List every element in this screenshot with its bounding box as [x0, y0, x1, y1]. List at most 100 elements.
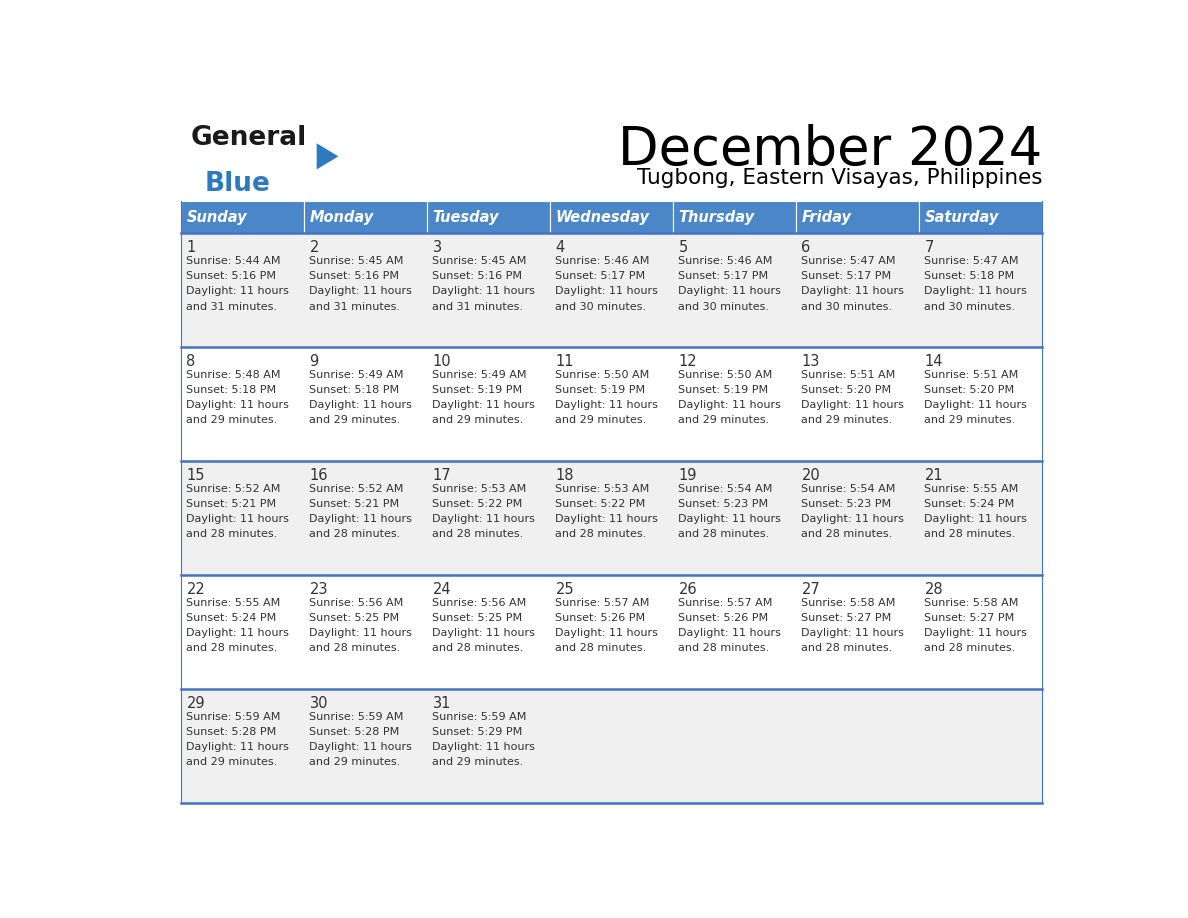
Text: Daylight: 11 hours: Daylight: 11 hours [924, 514, 1028, 524]
Text: Daylight: 11 hours: Daylight: 11 hours [187, 628, 290, 638]
Text: Sunset: 5:20 PM: Sunset: 5:20 PM [924, 386, 1015, 396]
Text: Sunrise: 5:55 AM: Sunrise: 5:55 AM [187, 599, 280, 609]
Text: 25: 25 [556, 582, 574, 598]
Text: Daylight: 11 hours: Daylight: 11 hours [432, 743, 536, 753]
Text: Daylight: 11 hours: Daylight: 11 hours [802, 514, 904, 524]
Text: 26: 26 [678, 582, 697, 598]
Text: 8: 8 [187, 354, 196, 369]
Text: Daylight: 11 hours: Daylight: 11 hours [802, 628, 904, 638]
FancyBboxPatch shape [304, 201, 426, 233]
Text: 16: 16 [310, 468, 328, 483]
Text: and 28 minutes.: and 28 minutes. [802, 644, 892, 654]
Text: Daylight: 11 hours: Daylight: 11 hours [310, 628, 412, 638]
Text: Sunset: 5:27 PM: Sunset: 5:27 PM [802, 613, 892, 623]
Text: and 28 minutes.: and 28 minutes. [187, 644, 278, 654]
FancyBboxPatch shape [181, 347, 1042, 461]
Text: Sunrise: 5:59 AM: Sunrise: 5:59 AM [187, 712, 280, 722]
Text: Sunrise: 5:50 AM: Sunrise: 5:50 AM [678, 371, 772, 380]
Text: and 28 minutes.: and 28 minutes. [678, 644, 770, 654]
Text: Sunset: 5:26 PM: Sunset: 5:26 PM [556, 613, 645, 623]
Text: Sunrise: 5:58 AM: Sunrise: 5:58 AM [802, 599, 896, 609]
Text: Sunrise: 5:45 AM: Sunrise: 5:45 AM [432, 256, 526, 266]
Text: Sunrise: 5:59 AM: Sunrise: 5:59 AM [310, 712, 404, 722]
Text: Daylight: 11 hours: Daylight: 11 hours [556, 400, 658, 410]
Text: 12: 12 [678, 354, 697, 369]
Text: Blue: Blue [206, 171, 271, 197]
Text: Sunrise: 5:51 AM: Sunrise: 5:51 AM [924, 371, 1019, 380]
Text: 28: 28 [924, 582, 943, 598]
Text: 20: 20 [802, 468, 820, 483]
Text: Monday: Monday [310, 209, 374, 225]
Text: Daylight: 11 hours: Daylight: 11 hours [310, 400, 412, 410]
Text: Sunrise: 5:49 AM: Sunrise: 5:49 AM [310, 371, 404, 380]
Text: Sunrise: 5:46 AM: Sunrise: 5:46 AM [556, 256, 650, 266]
Text: and 28 minutes.: and 28 minutes. [310, 530, 400, 540]
Text: Daylight: 11 hours: Daylight: 11 hours [924, 400, 1028, 410]
Text: Sunset: 5:25 PM: Sunset: 5:25 PM [432, 613, 523, 623]
Text: and 30 minutes.: and 30 minutes. [802, 301, 892, 311]
Text: 14: 14 [924, 354, 943, 369]
Text: and 29 minutes.: and 29 minutes. [432, 416, 524, 425]
Text: Sunset: 5:21 PM: Sunset: 5:21 PM [187, 499, 277, 509]
Text: and 30 minutes.: and 30 minutes. [678, 301, 770, 311]
Text: Sunset: 5:23 PM: Sunset: 5:23 PM [678, 499, 769, 509]
Text: and 29 minutes.: and 29 minutes. [310, 416, 400, 425]
Text: Sunset: 5:17 PM: Sunset: 5:17 PM [556, 272, 645, 282]
FancyBboxPatch shape [796, 201, 920, 233]
Text: Daylight: 11 hours: Daylight: 11 hours [187, 286, 290, 297]
Text: 19: 19 [678, 468, 697, 483]
Text: Daylight: 11 hours: Daylight: 11 hours [678, 514, 782, 524]
Text: Sunrise: 5:53 AM: Sunrise: 5:53 AM [556, 485, 650, 495]
Text: Sunset: 5:21 PM: Sunset: 5:21 PM [310, 499, 399, 509]
Text: Sunrise: 5:50 AM: Sunrise: 5:50 AM [556, 371, 650, 380]
Text: Sunset: 5:17 PM: Sunset: 5:17 PM [678, 272, 769, 282]
Text: and 28 minutes.: and 28 minutes. [556, 530, 646, 540]
Text: Friday: Friday [802, 209, 852, 225]
Text: and 31 minutes.: and 31 minutes. [432, 301, 524, 311]
Text: and 28 minutes.: and 28 minutes. [187, 530, 278, 540]
FancyBboxPatch shape [920, 201, 1042, 233]
Text: Sunrise: 5:58 AM: Sunrise: 5:58 AM [924, 599, 1019, 609]
Text: 31: 31 [432, 696, 451, 711]
Text: 18: 18 [556, 468, 574, 483]
Text: Daylight: 11 hours: Daylight: 11 hours [187, 400, 290, 410]
FancyBboxPatch shape [181, 689, 1042, 803]
Text: Sunrise: 5:47 AM: Sunrise: 5:47 AM [924, 256, 1019, 266]
Text: Sunrise: 5:47 AM: Sunrise: 5:47 AM [802, 256, 896, 266]
Text: and 28 minutes.: and 28 minutes. [432, 644, 524, 654]
Text: Daylight: 11 hours: Daylight: 11 hours [678, 628, 782, 638]
Text: Sunrise: 5:52 AM: Sunrise: 5:52 AM [187, 485, 280, 495]
Text: Daylight: 11 hours: Daylight: 11 hours [187, 514, 290, 524]
Text: 10: 10 [432, 354, 451, 369]
Text: December 2024: December 2024 [618, 124, 1042, 176]
Text: Sunset: 5:24 PM: Sunset: 5:24 PM [924, 499, 1015, 509]
Text: and 28 minutes.: and 28 minutes. [556, 644, 646, 654]
Text: Sunset: 5:16 PM: Sunset: 5:16 PM [432, 272, 523, 282]
Text: 15: 15 [187, 468, 206, 483]
Text: Sunrise: 5:55 AM: Sunrise: 5:55 AM [924, 485, 1019, 495]
Text: and 29 minutes.: and 29 minutes. [310, 757, 400, 767]
Text: 7: 7 [924, 241, 934, 255]
Text: Sunrise: 5:45 AM: Sunrise: 5:45 AM [310, 256, 404, 266]
Text: Daylight: 11 hours: Daylight: 11 hours [678, 400, 782, 410]
Text: Sunrise: 5:53 AM: Sunrise: 5:53 AM [432, 485, 526, 495]
Text: Sunrise: 5:51 AM: Sunrise: 5:51 AM [802, 371, 896, 380]
FancyBboxPatch shape [181, 201, 304, 233]
Text: and 28 minutes.: and 28 minutes. [924, 644, 1016, 654]
Text: Sunset: 5:27 PM: Sunset: 5:27 PM [924, 613, 1015, 623]
Text: Sunrise: 5:52 AM: Sunrise: 5:52 AM [310, 485, 404, 495]
Text: 17: 17 [432, 468, 451, 483]
Text: Tuesday: Tuesday [432, 209, 499, 225]
Text: and 29 minutes.: and 29 minutes. [556, 416, 646, 425]
FancyBboxPatch shape [674, 201, 796, 233]
Text: Daylight: 11 hours: Daylight: 11 hours [802, 400, 904, 410]
Text: Sunset: 5:22 PM: Sunset: 5:22 PM [432, 499, 523, 509]
Text: Daylight: 11 hours: Daylight: 11 hours [924, 628, 1028, 638]
Text: 2: 2 [310, 241, 318, 255]
Text: Sunrise: 5:46 AM: Sunrise: 5:46 AM [678, 256, 773, 266]
Text: Sunset: 5:18 PM: Sunset: 5:18 PM [924, 272, 1015, 282]
Text: Sunrise: 5:57 AM: Sunrise: 5:57 AM [556, 599, 650, 609]
Text: and 29 minutes.: and 29 minutes. [924, 416, 1016, 425]
Text: 21: 21 [924, 468, 943, 483]
Text: and 28 minutes.: and 28 minutes. [432, 530, 524, 540]
